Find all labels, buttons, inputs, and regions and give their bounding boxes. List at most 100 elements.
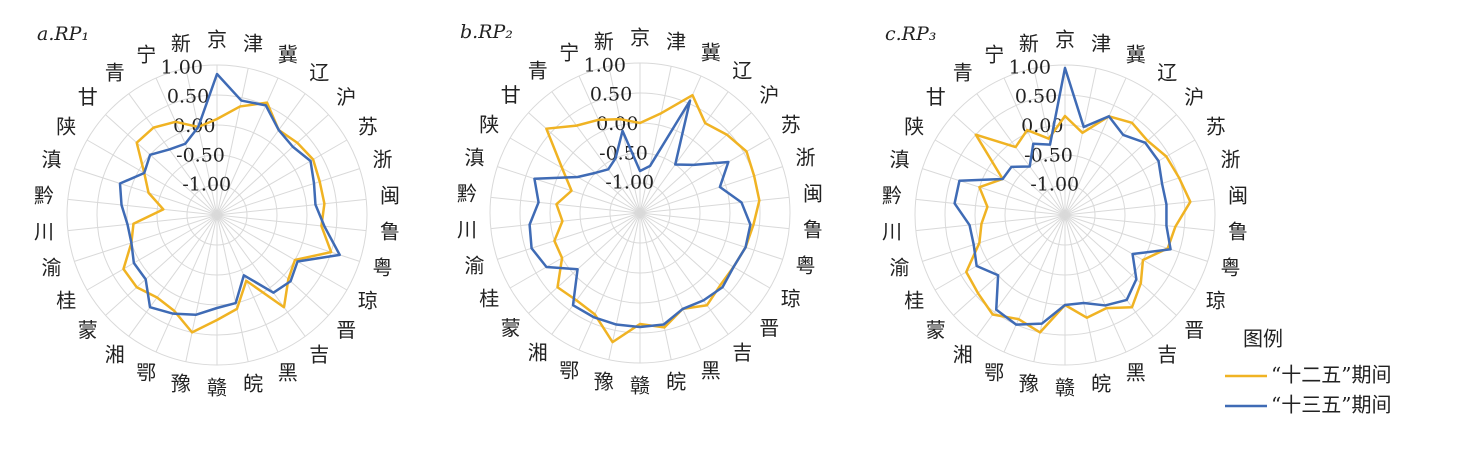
y-tick-label: -0.50 xyxy=(1024,144,1073,166)
category-label: 鄂 xyxy=(984,360,1004,384)
y-tick-label: 0.00 xyxy=(596,113,638,135)
spoke xyxy=(86,214,218,291)
spoke xyxy=(915,198,1066,216)
chart-title: a.RP₁ xyxy=(37,23,89,45)
spoke xyxy=(934,214,1066,291)
y-tick-label: 0.50 xyxy=(167,86,209,108)
series-line xyxy=(528,99,752,329)
spoke xyxy=(639,66,672,214)
spoke xyxy=(639,75,702,214)
category-label: 川 xyxy=(34,220,54,244)
spoke xyxy=(1064,214,1196,291)
category-label: 湘 xyxy=(105,342,125,366)
category-label: 鲁 xyxy=(380,220,400,244)
spoke xyxy=(155,214,218,353)
category-label: 桂 xyxy=(479,287,499,311)
spoke xyxy=(1064,168,1208,216)
grid-ring xyxy=(519,92,761,334)
series-line xyxy=(545,93,761,344)
category-label: 滇 xyxy=(465,146,485,170)
category-label: 豫 xyxy=(171,372,191,396)
spoke xyxy=(976,214,1066,337)
spoke xyxy=(953,214,1066,316)
spoke xyxy=(1064,214,1177,316)
category-label: 闽 xyxy=(380,183,400,207)
category-label: 宁 xyxy=(984,43,1004,67)
category-label: 鄂 xyxy=(136,360,156,384)
category-label: 陕 xyxy=(479,113,499,137)
spoke xyxy=(953,114,1066,216)
series-line xyxy=(122,101,333,334)
spoke xyxy=(639,196,790,214)
spoke xyxy=(1064,93,1154,216)
spoke xyxy=(185,68,218,216)
y-tick-label: 1.00 xyxy=(584,54,626,76)
category-label: 豫 xyxy=(594,370,614,394)
spoke xyxy=(639,166,783,214)
spoke xyxy=(1033,214,1066,362)
category-label: 皖 xyxy=(1091,372,1111,396)
category-label: 黔 xyxy=(457,181,477,205)
spoke xyxy=(216,214,360,262)
category-label: 沪 xyxy=(759,83,779,107)
series-line xyxy=(953,66,1172,326)
category-label: 湘 xyxy=(528,340,548,364)
y-tick-label: -1.00 xyxy=(605,172,654,194)
category-label: 宁 xyxy=(559,41,579,65)
spoke xyxy=(1064,214,1215,232)
spoke xyxy=(185,214,218,362)
category-label: 鄂 xyxy=(559,358,579,382)
category-label: 京 xyxy=(1055,28,1075,52)
y-tick-label: 0.50 xyxy=(590,84,632,106)
category-label: 晋 xyxy=(759,316,779,340)
spoke xyxy=(216,68,249,216)
spoke xyxy=(128,93,218,216)
spoke xyxy=(639,212,752,314)
category-label: 赣 xyxy=(207,376,227,400)
spoke xyxy=(509,137,641,214)
y-tick-label: 0.50 xyxy=(1015,86,1057,108)
category-label: 琼 xyxy=(358,289,378,313)
spoke xyxy=(639,212,771,289)
spoke xyxy=(639,212,702,351)
category-label: 滇 xyxy=(42,148,62,172)
spoke xyxy=(216,114,329,216)
category-label: 桂 xyxy=(56,289,76,313)
spoke xyxy=(608,212,641,360)
category-label: 津 xyxy=(1091,31,1111,55)
category-label: 晋 xyxy=(1184,318,1204,342)
spoke xyxy=(922,214,1066,262)
spoke xyxy=(639,212,672,360)
spoke xyxy=(216,214,279,353)
spoke xyxy=(1064,214,1127,353)
series-line xyxy=(118,72,341,317)
category-label: 闽 xyxy=(803,181,823,205)
grid-ring xyxy=(96,94,338,336)
grid-ring xyxy=(1004,154,1126,276)
category-label: 渝 xyxy=(465,253,485,277)
spoke xyxy=(639,137,771,214)
chart-title: b.RP₂ xyxy=(460,21,513,43)
category-label: 晋 xyxy=(336,318,356,342)
spoke xyxy=(1064,214,1097,362)
category-label: 津 xyxy=(243,31,263,55)
category-label: 陕 xyxy=(56,115,76,139)
category-label: 陕 xyxy=(904,115,924,139)
spoke xyxy=(155,77,218,216)
category-label: 沪 xyxy=(1184,85,1204,109)
y-tick-label: -1.00 xyxy=(1030,174,1079,196)
category-label: 蒙 xyxy=(926,318,946,342)
grid-ring xyxy=(944,94,1186,336)
grid-ring xyxy=(489,62,791,364)
spoke xyxy=(639,212,783,260)
grid-ring xyxy=(66,64,368,366)
spoke xyxy=(1064,77,1127,216)
category-label: 冀 xyxy=(701,41,721,65)
category-label: 新 xyxy=(1019,31,1039,55)
category-label: 皖 xyxy=(243,372,263,396)
category-label: 冀 xyxy=(278,43,298,67)
category-label: 宁 xyxy=(136,43,156,67)
spoke xyxy=(490,196,641,214)
legend-label: “十三五”期间 xyxy=(1271,393,1391,417)
category-label: 沪 xyxy=(336,85,356,109)
